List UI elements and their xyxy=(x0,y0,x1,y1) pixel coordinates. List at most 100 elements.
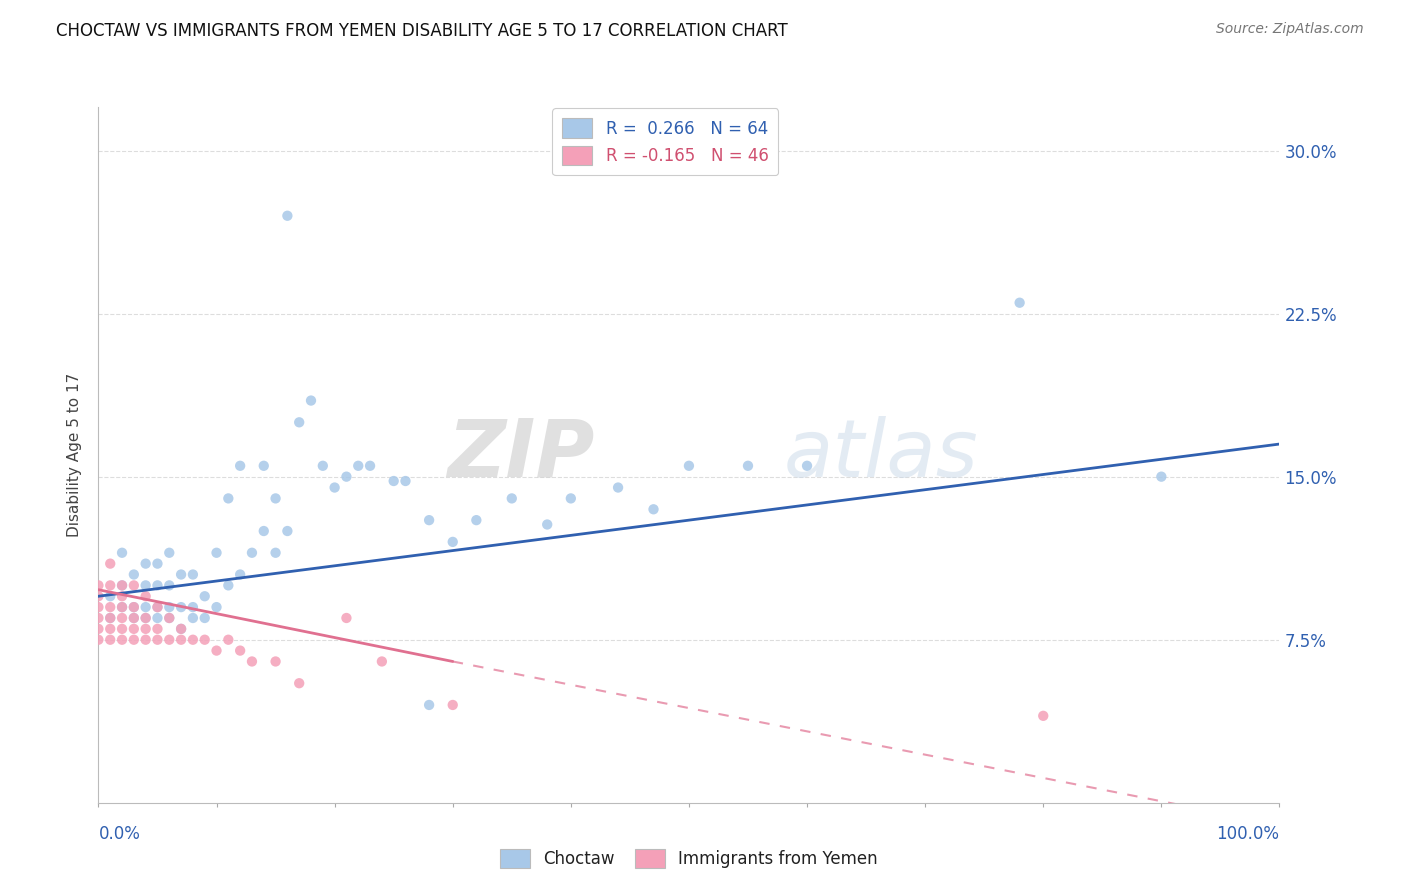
Point xyxy=(122,567,145,582)
Point xyxy=(135,557,157,571)
Point xyxy=(501,491,523,506)
Point xyxy=(441,698,464,712)
Point xyxy=(276,524,298,538)
Point xyxy=(157,611,180,625)
Point xyxy=(737,458,759,473)
Point xyxy=(122,622,145,636)
Point xyxy=(87,622,110,636)
Point xyxy=(264,546,287,560)
Point xyxy=(335,469,357,483)
Point xyxy=(98,611,121,625)
Point xyxy=(465,513,488,527)
Point xyxy=(1008,295,1031,310)
Point xyxy=(135,600,157,615)
Point xyxy=(229,458,252,473)
Point xyxy=(146,611,169,625)
Text: 100.0%: 100.0% xyxy=(1216,825,1279,843)
Point xyxy=(146,632,169,647)
Text: CHOCTAW VS IMMIGRANTS FROM YEMEN DISABILITY AGE 5 TO 17 CORRELATION CHART: CHOCTAW VS IMMIGRANTS FROM YEMEN DISABIL… xyxy=(56,22,787,40)
Point xyxy=(135,578,157,592)
Point xyxy=(170,622,193,636)
Point xyxy=(288,676,311,690)
Point xyxy=(181,632,204,647)
Point xyxy=(181,567,204,582)
Point xyxy=(98,589,121,603)
Point xyxy=(111,611,134,625)
Point xyxy=(87,632,110,647)
Point xyxy=(146,600,169,615)
Point xyxy=(418,698,440,712)
Point xyxy=(87,611,110,625)
Point xyxy=(240,655,263,669)
Point xyxy=(111,589,134,603)
Point xyxy=(347,458,370,473)
Point xyxy=(111,622,134,636)
Point xyxy=(276,209,298,223)
Point xyxy=(205,546,228,560)
Point xyxy=(98,578,121,592)
Point xyxy=(170,632,193,647)
Legend: Choctaw, Immigrants from Yemen: Choctaw, Immigrants from Yemen xyxy=(494,842,884,875)
Point xyxy=(111,546,134,560)
Point xyxy=(157,600,180,615)
Point xyxy=(229,643,252,657)
Point xyxy=(181,600,204,615)
Point xyxy=(170,622,193,636)
Point xyxy=(170,600,193,615)
Y-axis label: Disability Age 5 to 17: Disability Age 5 to 17 xyxy=(67,373,83,537)
Point xyxy=(135,632,157,647)
Point xyxy=(418,513,440,527)
Point xyxy=(394,474,416,488)
Point xyxy=(157,546,180,560)
Point xyxy=(122,611,145,625)
Point xyxy=(205,643,228,657)
Point xyxy=(217,578,239,592)
Point xyxy=(264,491,287,506)
Point xyxy=(146,622,169,636)
Point xyxy=(98,632,121,647)
Point xyxy=(157,578,180,592)
Point xyxy=(194,632,217,647)
Text: 0.0%: 0.0% xyxy=(98,825,141,843)
Point xyxy=(312,458,335,473)
Point xyxy=(98,600,121,615)
Point xyxy=(111,632,134,647)
Point xyxy=(1032,708,1054,723)
Point xyxy=(111,600,134,615)
Point xyxy=(536,517,558,532)
Point xyxy=(560,491,582,506)
Point xyxy=(229,567,252,582)
Text: Source: ZipAtlas.com: Source: ZipAtlas.com xyxy=(1216,22,1364,37)
Point xyxy=(122,611,145,625)
Point xyxy=(135,622,157,636)
Point xyxy=(240,546,263,560)
Point xyxy=(98,611,121,625)
Point xyxy=(335,611,357,625)
Point xyxy=(87,600,110,615)
Text: ZIP: ZIP xyxy=(447,416,595,494)
Point xyxy=(678,458,700,473)
Point xyxy=(253,524,276,538)
Point xyxy=(146,578,169,592)
Point xyxy=(135,589,157,603)
Point xyxy=(111,578,134,592)
Point xyxy=(157,632,180,647)
Point xyxy=(122,578,145,592)
Point xyxy=(157,611,180,625)
Point xyxy=(146,557,169,571)
Point xyxy=(323,481,346,495)
Point xyxy=(98,622,121,636)
Point xyxy=(98,557,121,571)
Point xyxy=(122,632,145,647)
Point xyxy=(371,655,394,669)
Point xyxy=(441,535,464,549)
Point xyxy=(299,393,322,408)
Point xyxy=(288,415,311,429)
Point xyxy=(135,611,157,625)
Point xyxy=(253,458,276,473)
Point xyxy=(87,578,110,592)
Point xyxy=(122,600,145,615)
Point xyxy=(194,611,217,625)
Point xyxy=(264,655,287,669)
Point xyxy=(170,567,193,582)
